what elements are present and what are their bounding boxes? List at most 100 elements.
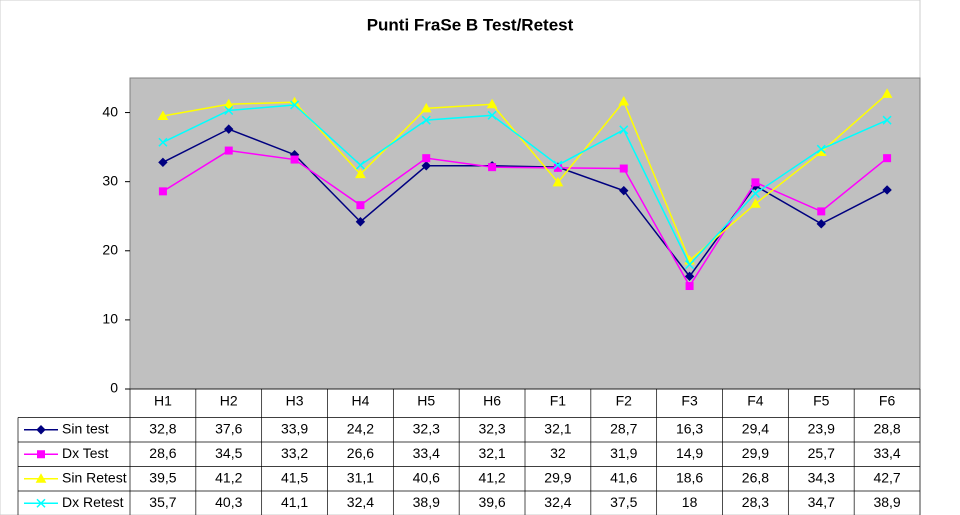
series-line	[162, 104, 888, 266]
marker	[157, 110, 169, 121]
table-cell: 32,1	[544, 420, 571, 436]
table-cell: 33,4	[413, 445, 440, 461]
marker	[224, 124, 234, 134]
table-cell: 41,6	[610, 469, 637, 485]
x-tick-label: H3	[286, 393, 304, 409]
marker	[882, 115, 892, 125]
table-cell: 41,5	[281, 469, 308, 485]
table-cell: 29,9	[742, 445, 769, 461]
table-cell: 39,6	[478, 494, 505, 510]
marker	[751, 178, 760, 187]
marker	[487, 110, 497, 120]
marker	[355, 217, 366, 227]
table-cell: 33,4	[873, 445, 900, 461]
table-cell: 25,7	[808, 445, 835, 461]
table-cell: 28,8	[873, 420, 900, 436]
table-cell: 40,6	[413, 469, 440, 485]
marker	[355, 160, 365, 170]
marker	[816, 144, 826, 154]
table-cell: 33,2	[281, 445, 308, 461]
table-cell: 32	[550, 445, 566, 461]
marker	[420, 102, 432, 113]
legend-marker	[37, 450, 45, 459]
x-tick-label: F3	[681, 393, 698, 409]
table-cell: 28,7	[610, 420, 637, 436]
table-cell: 42,7	[873, 469, 900, 485]
table-cell: 33,9	[281, 420, 308, 436]
marker	[619, 164, 628, 173]
table-cell: 32,4	[544, 494, 571, 510]
x-tick-label: H4	[351, 393, 369, 409]
x-tick-label: F6	[879, 393, 896, 409]
table-cell: 34,3	[808, 469, 835, 485]
x-tick-label: F2	[616, 393, 633, 409]
table-cell: 32,3	[413, 420, 440, 436]
table-cell: 29,4	[742, 420, 769, 436]
legend-label: Sin test	[62, 420, 109, 436]
y-tick-label: 40	[102, 103, 118, 119]
table-cell: 26,8	[742, 469, 769, 485]
marker	[355, 168, 366, 179]
marker	[883, 154, 892, 163]
legend-marker	[36, 425, 46, 435]
x-tick-label: F1	[550, 393, 567, 409]
marker	[158, 157, 168, 168]
table-cell: 26,6	[347, 445, 374, 461]
table-cell: 16,3	[676, 420, 703, 436]
legend-marker	[35, 473, 47, 483]
marker	[223, 98, 235, 109]
table-cell: 35,7	[149, 494, 176, 510]
table-cell: 18	[682, 494, 698, 510]
marker	[684, 271, 695, 282]
legend-marker	[36, 498, 46, 508]
y-tick-label: 10	[102, 311, 118, 327]
series-line	[162, 128, 888, 278]
x-tick-label: H2	[220, 393, 238, 409]
legend-label: Dx Retest	[62, 494, 124, 510]
marker	[685, 282, 694, 291]
marker	[685, 260, 695, 270]
table-cell: 23,9	[808, 420, 835, 436]
marker	[618, 95, 630, 106]
table-cell: 14,9	[676, 445, 703, 461]
marker	[750, 198, 761, 208]
table-cell: 38,9	[873, 494, 900, 510]
table-cell: 28,6	[149, 445, 176, 461]
series-line	[162, 149, 888, 288]
table-cell: 40,3	[215, 494, 242, 510]
marker	[158, 137, 168, 147]
marker	[224, 105, 234, 116]
x-tick-label: H5	[417, 393, 435, 409]
table-cell: 34,5	[215, 445, 242, 461]
table-cell: 34,7	[808, 494, 835, 510]
x-tick-label: F5	[813, 393, 830, 409]
legend-label: Dx Test	[62, 445, 109, 461]
table-cell: 32,4	[347, 494, 374, 510]
table-cell: 37,6	[215, 420, 242, 436]
x-tick-label: H6	[483, 393, 501, 409]
marker	[224, 146, 233, 155]
table-cell: 41,2	[478, 469, 505, 485]
x-tick-label: H1	[154, 393, 172, 409]
marker	[158, 187, 167, 196]
y-tick-label: 0	[110, 380, 118, 396]
marker	[356, 201, 365, 210]
marker	[488, 163, 497, 172]
table-cell: 32,3	[478, 420, 505, 436]
marker	[882, 185, 892, 195]
y-tick-label: 30	[102, 172, 118, 188]
marker	[619, 125, 629, 135]
plot-area	[129, 77, 921, 390]
chart-title: Punti FraSe B Test/Retest	[367, 15, 574, 34]
marker	[290, 155, 299, 164]
table-cell: 39,5	[149, 469, 176, 485]
marker	[881, 88, 893, 98]
table-cell: 38,9	[413, 494, 440, 510]
legend-label: Sin Retest	[62, 469, 127, 485]
marker	[619, 185, 629, 196]
marker	[817, 207, 826, 216]
marker	[290, 100, 300, 110]
marker	[552, 176, 564, 187]
marker	[486, 98, 498, 109]
